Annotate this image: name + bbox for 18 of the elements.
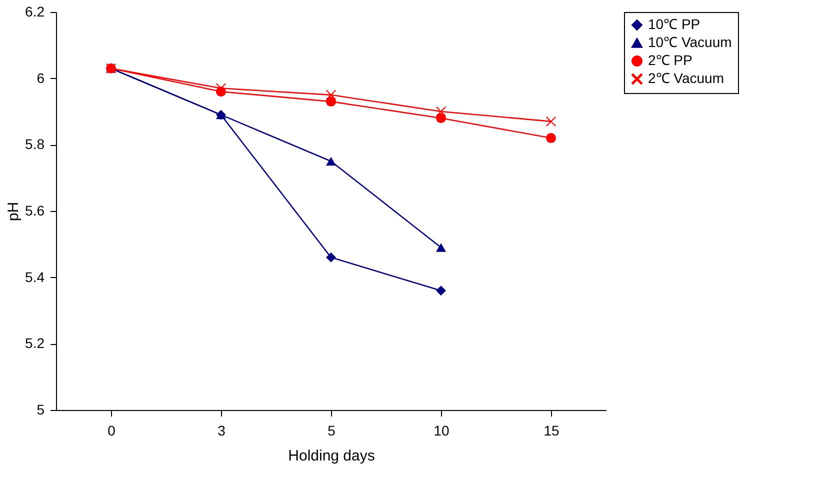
x-tick-label: 15 xyxy=(544,422,560,438)
y-tick-label: 6 xyxy=(36,70,45,86)
legend-label: 2℃ Vacuum xyxy=(648,70,724,86)
y-axis-title: pH xyxy=(5,202,22,222)
legend-label: 2℃ PP xyxy=(648,52,692,68)
x-tick-label: 5 xyxy=(328,422,336,438)
y-tick-label: 5.4 xyxy=(25,268,45,285)
legend-label: 10℃ Vacuum xyxy=(648,34,732,50)
x-tick-label: 0 xyxy=(108,422,116,438)
y-tick-label: 5 xyxy=(36,402,45,418)
x-axis-title: Holding days xyxy=(288,448,375,464)
y-tick-label: 5.8 xyxy=(25,136,45,152)
x-tick-label: 10 xyxy=(434,422,450,438)
y-tick-label: 6.2 xyxy=(25,4,45,20)
legend-label: 10℃ PP xyxy=(648,16,700,32)
x-tick-label: 3 xyxy=(218,422,226,438)
y-tick-label: 5.2 xyxy=(25,335,45,352)
y-tick-label: 5.6 xyxy=(25,202,45,218)
